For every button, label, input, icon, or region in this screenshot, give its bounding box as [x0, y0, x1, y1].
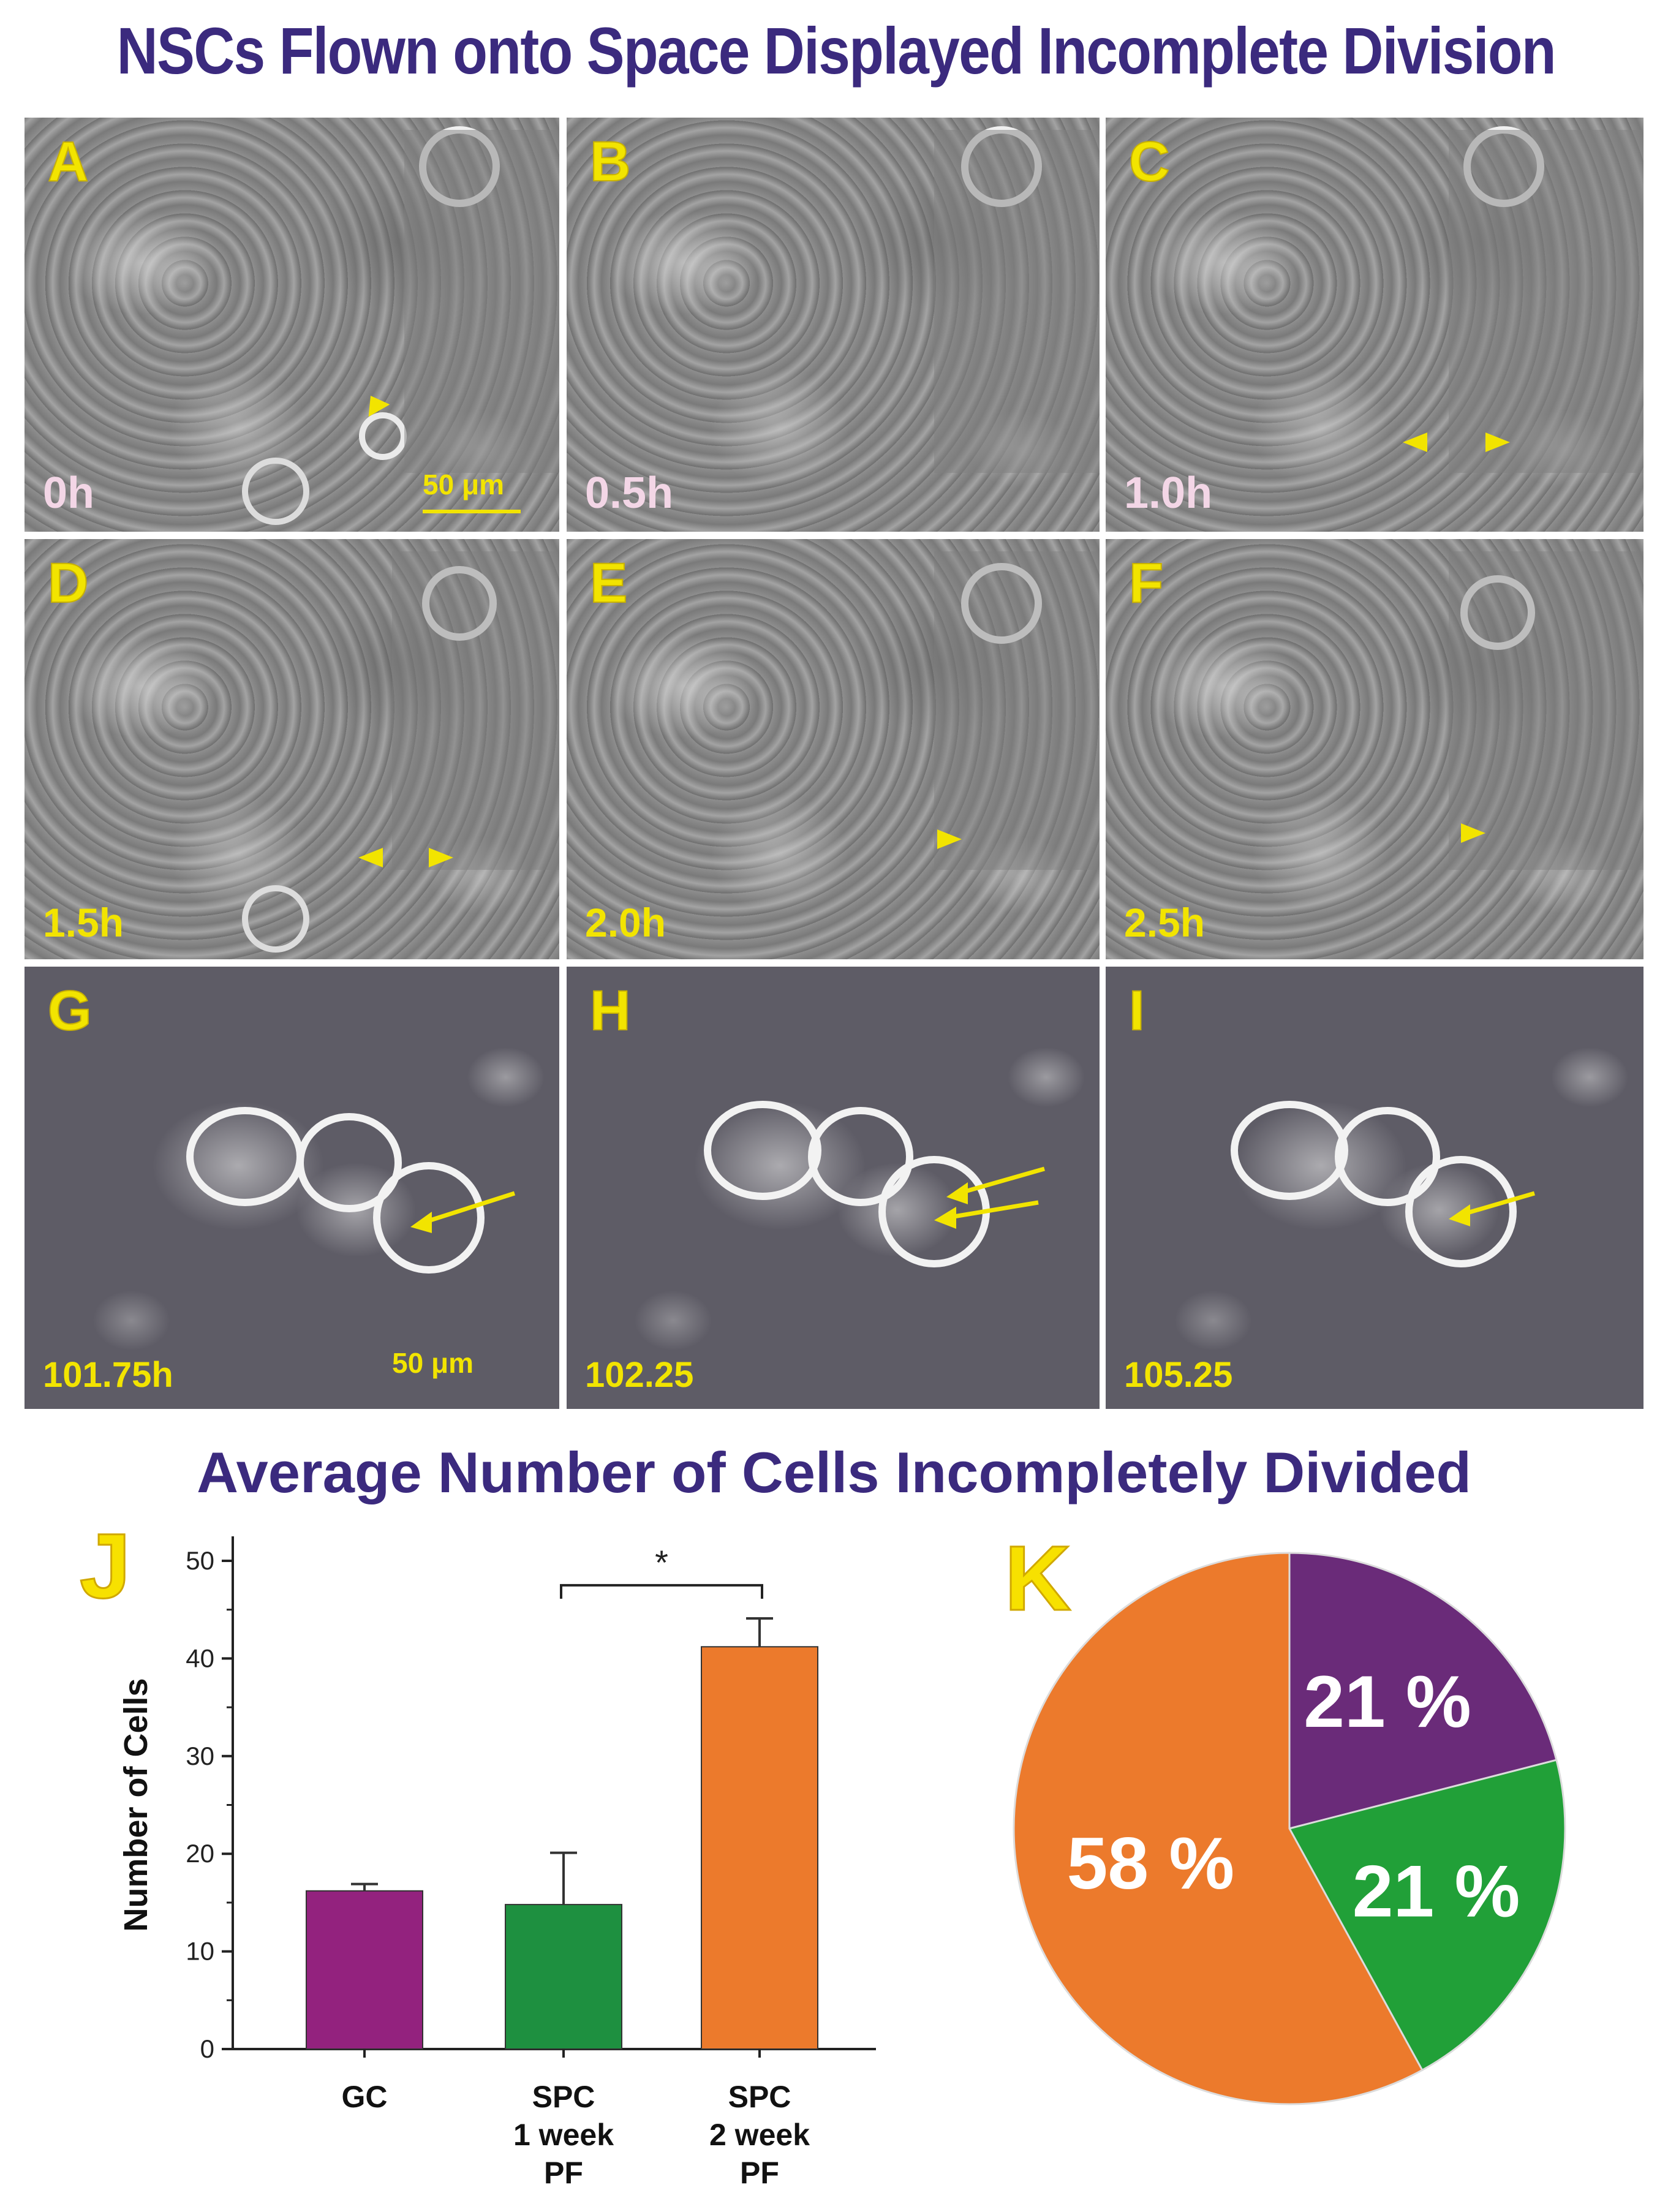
x-tick-label: 2 week — [709, 2118, 810, 2152]
scale-bar-label: 50 μm — [423, 469, 504, 500]
panel-letter-b: B — [589, 130, 631, 194]
micrograph-panel-c: C 1.0h — [1106, 118, 1643, 532]
pie-slice-1 — [1288, 1759, 1566, 2072]
time-label-i: 105.25 — [1124, 1355, 1233, 1395]
y-tick-label: 20 — [186, 1839, 214, 1868]
arrowhead-marker-left — [1403, 432, 1427, 452]
chart-section-title: Average Number of Cells Incompletely Div… — [197, 1440, 1471, 1504]
micrograph-panel-g: G 101.75h 50 μm — [25, 967, 559, 1409]
micrograph-panel-i: I 105.25 — [1106, 967, 1643, 1409]
arrowhead-marker-right — [1485, 432, 1510, 452]
arrow-marker — [421, 1191, 516, 1225]
panel-letter-g: G — [47, 979, 92, 1043]
time-label-a: 0h — [43, 469, 95, 518]
pie-slice-label-1: 21 % — [1353, 1851, 1520, 1933]
panel-letter-e: E — [589, 551, 628, 615]
y-tick-label: 30 — [186, 1742, 214, 1770]
cell-texture — [934, 126, 1100, 473]
x-tick-label: PF — [544, 2156, 583, 2190]
x-tick-label: SPC — [728, 2080, 791, 2114]
panel-letter-h: H — [589, 979, 631, 1043]
figure-title: NSCs Flown onto Space Displayed Incomple… — [116, 13, 1557, 88]
micrograph-panel-a: A 0h 50 μm — [25, 118, 559, 532]
time-label-d: 1.5h — [43, 900, 124, 945]
panel-letter-d: D — [47, 551, 89, 615]
pie-slice-label-2: 58 % — [1067, 1822, 1235, 1904]
significance-label: * — [655, 1543, 668, 1582]
time-label-g: 101.75h — [43, 1355, 173, 1395]
arrowhead-marker — [937, 829, 962, 849]
pie-slice-0 — [1288, 1552, 1558, 1830]
cell-texture — [934, 551, 1100, 870]
micrograph-panel-b: B 0.5h — [567, 118, 1100, 532]
panel-letter-k: K — [1003, 1526, 1071, 1631]
scale-bar — [423, 510, 521, 513]
time-label-h: 102.25 — [585, 1355, 694, 1395]
time-label-b: 0.5h — [585, 469, 674, 518]
panel-letter-c: C — [1128, 130, 1170, 194]
x-tick-label: PF — [740, 2156, 779, 2190]
arrowhead-marker-right — [429, 848, 453, 867]
y-tick-label: 50 — [186, 1546, 214, 1575]
cell-texture — [1403, 126, 1643, 473]
arrowhead-marker — [368, 396, 390, 417]
arrow-marker-lower — [946, 1200, 1039, 1220]
pie-slice-label-0: 21 % — [1304, 1661, 1471, 1743]
bar-0 — [306, 1890, 423, 2050]
cell-texture — [242, 126, 559, 525]
micrograph-panel-d: D 1.5h — [25, 539, 559, 959]
bar-2 — [701, 1646, 818, 2050]
time-label-e: 2.0h — [585, 900, 666, 945]
pie-slice-2 — [1013, 1552, 1424, 2105]
panel-letter-j: J — [78, 1514, 131, 1618]
x-tick-label: GC — [342, 2080, 388, 2114]
arrowhead-marker-left — [358, 848, 383, 867]
cell-texture — [704, 1101, 1045, 1267]
cell-texture — [242, 551, 559, 953]
panel-letter-a: A — [47, 130, 89, 194]
y-tick-label: 40 — [186, 1644, 214, 1672]
x-tick-label: 1 week — [513, 2118, 614, 2152]
micrograph-panel-h: H 102.25 — [567, 967, 1100, 1409]
arrowhead-marker — [1461, 823, 1485, 843]
x-tick-label: SPC — [532, 2080, 595, 2114]
panel-letter-f: F — [1128, 551, 1164, 615]
scale-bar-label-bottom: 50 μm — [392, 1347, 474, 1379]
cell-texture — [186, 1107, 516, 1274]
y-tick-label: 0 — [200, 2034, 214, 2063]
y-tick-label: 10 — [186, 1937, 214, 1966]
panel-letter-i: I — [1128, 979, 1145, 1043]
arrow-marker-upper — [958, 1166, 1045, 1196]
micrograph-panel-f: F 2.5h — [1106, 539, 1643, 959]
cell-texture — [1231, 1101, 1535, 1267]
time-label-f: 2.5h — [1124, 900, 1206, 945]
significance-bracket — [560, 1584, 763, 1599]
time-label-c: 1.0h — [1124, 469, 1213, 518]
y-axis-label: Number of Cells — [118, 1678, 154, 1931]
bar-1 — [505, 1904, 622, 2050]
micrograph-panel-e: E 2.0h — [567, 539, 1100, 959]
arrow-marker — [1460, 1191, 1535, 1217]
cell-texture — [1449, 551, 1643, 870]
